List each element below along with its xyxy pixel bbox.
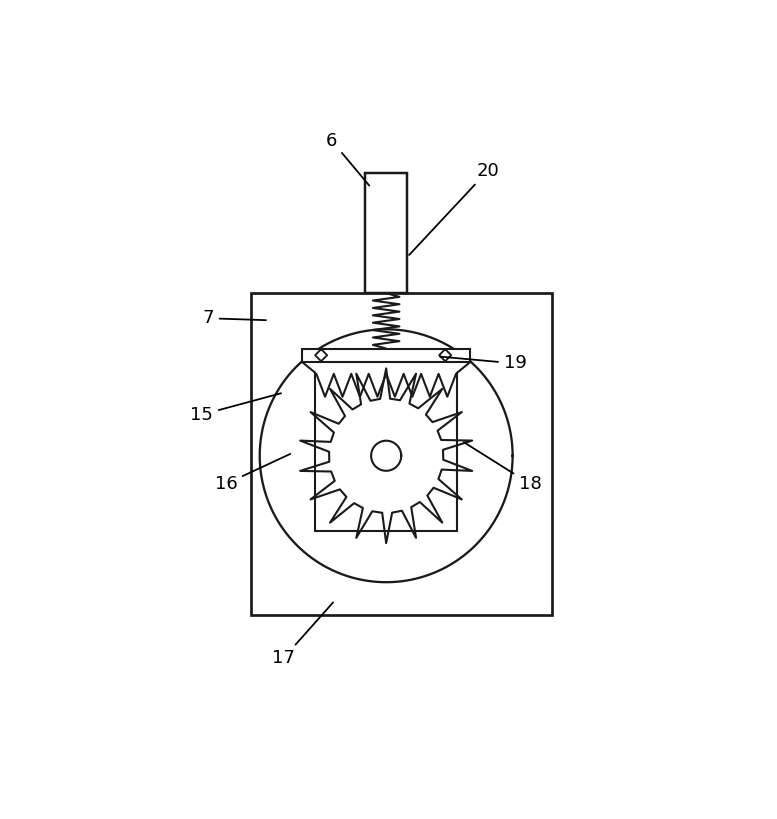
Text: 6: 6 bbox=[326, 132, 369, 186]
Bar bbox=[251, 293, 552, 615]
Text: 17: 17 bbox=[272, 602, 333, 667]
Text: 7: 7 bbox=[203, 310, 266, 328]
Text: 16: 16 bbox=[214, 454, 291, 493]
Text: 19: 19 bbox=[440, 355, 527, 373]
Bar bbox=[365, 173, 407, 293]
Text: 18: 18 bbox=[464, 442, 542, 493]
Bar bbox=[301, 349, 471, 362]
Text: 20: 20 bbox=[409, 161, 500, 255]
Text: 15: 15 bbox=[190, 393, 281, 423]
